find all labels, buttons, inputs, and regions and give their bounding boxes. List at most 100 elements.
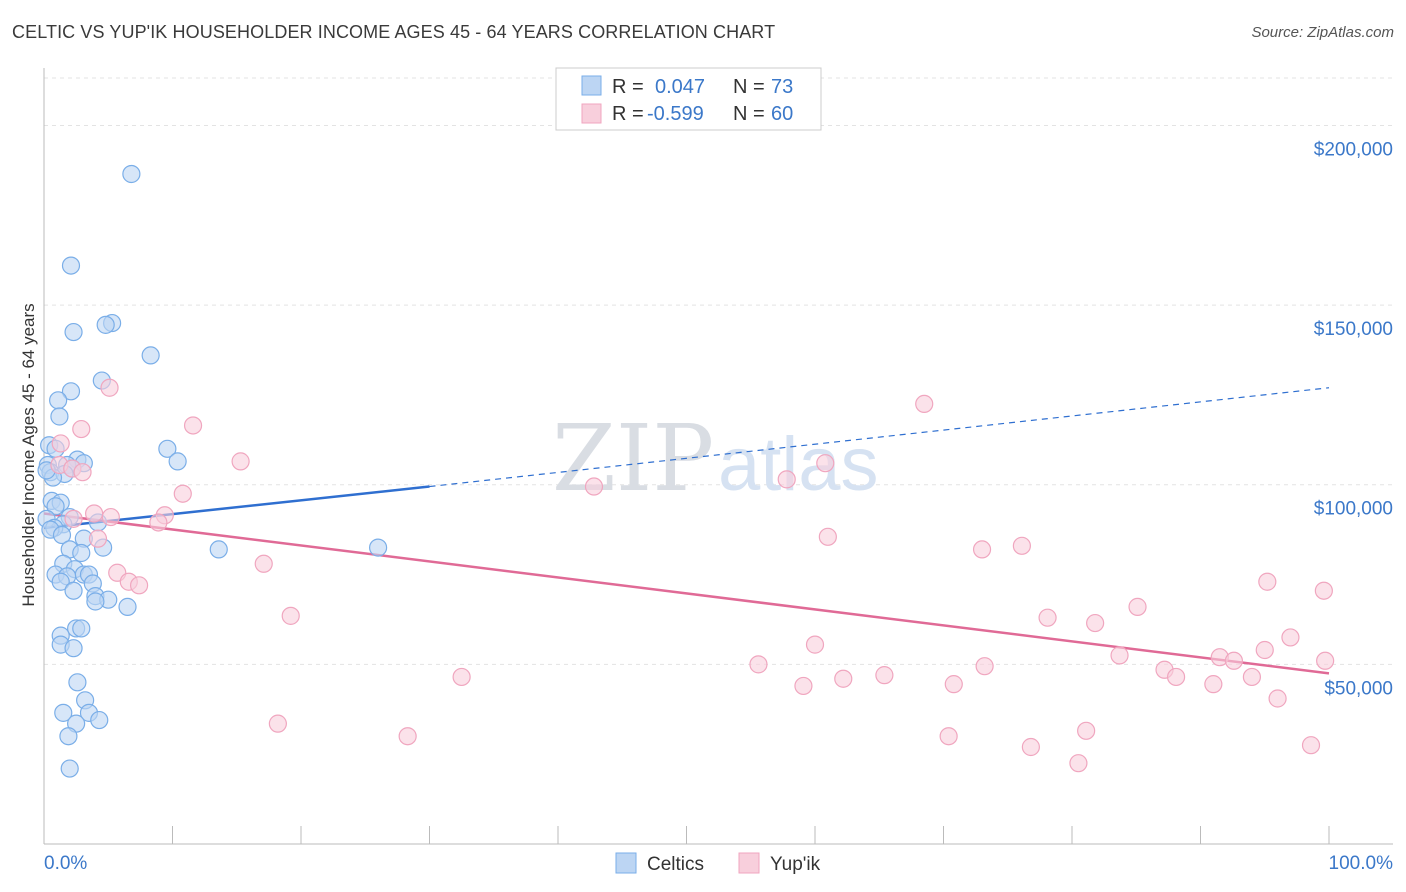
legend-celtics-r-value: 0.047: [655, 76, 705, 98]
point-yupik-29: [281, 606, 300, 625]
point-celtics-7: [61, 382, 81, 401]
point-yupik-4: [51, 434, 70, 453]
point-celtics-53: [72, 619, 91, 638]
legend-yupik-n-value: 60: [771, 103, 793, 125]
point-yupik-43: [875, 666, 894, 685]
point-yupik-13: [85, 504, 104, 523]
legend-yupik-r-value: -0.599: [647, 103, 704, 125]
point-yupik-11: [584, 477, 604, 496]
point-celtics-34: [369, 538, 388, 557]
point-yupik-31: [1038, 608, 1057, 627]
legend-box: R = 0.047 N = 73 R = -0.599 N = 60: [555, 67, 822, 131]
point-celtics-35: [209, 540, 228, 559]
point-celtics-10: [158, 439, 177, 458]
point-yupik-17: [149, 513, 168, 532]
legend-swatch-yupik: [581, 103, 602, 124]
point-yupik-12: [173, 484, 192, 503]
point-celtics-32: [52, 525, 72, 545]
y-tick-label-2: $150,000: [1314, 319, 1393, 340]
point-yupik-25: [129, 576, 149, 595]
point-yupik-46: [1166, 667, 1186, 687]
point-celtics-25: [46, 497, 65, 516]
point-yupik-45: [1242, 667, 1262, 687]
x-tick-label-right: 100.0%: [1329, 853, 1394, 874]
point-yupik-3: [183, 416, 203, 435]
legend-celtics-n-value: 73: [771, 76, 793, 98]
point-yupik-1: [915, 394, 934, 414]
trend-line-celtics-dashed: [429, 387, 1330, 488]
point-celtics-3: [96, 315, 115, 334]
point-yupik-42: [452, 667, 471, 687]
series-legend: Celtics Yup'ik: [615, 852, 821, 875]
point-celtics-4: [64, 322, 83, 342]
point-yupik-16: [64, 509, 83, 528]
point-yupik-35: [1110, 646, 1129, 665]
point-yupik-44: [834, 669, 853, 688]
point-yupik-57: [1069, 754, 1088, 773]
point-celtics-9: [50, 407, 69, 426]
point-celtics-47: [64, 581, 83, 600]
point-yupik-19: [88, 529, 108, 548]
y-tick-label-0: $50,000: [1324, 678, 1393, 699]
source-credit: Source: ZipAtlas.com: [1251, 24, 1394, 41]
legend-swatch-celtics: [581, 75, 602, 96]
legend-celtics-r-label: R =: [612, 76, 644, 98]
point-yupik-21: [972, 540, 992, 559]
point-yupik-47: [794, 676, 813, 696]
x-tick-label-left: 0.0%: [44, 853, 87, 874]
point-yupik-14: [101, 507, 120, 527]
point-celtics-63: [59, 727, 78, 746]
point-yupik-48: [944, 675, 963, 694]
point-yupik-33: [805, 635, 825, 654]
point-yupik-54: [1077, 721, 1096, 740]
point-celtics-38: [72, 543, 91, 563]
point-yupik-34: [1255, 640, 1274, 660]
point-celtics-45: [51, 572, 70, 591]
point-yupik-37: [1224, 651, 1244, 670]
watermark-atlas: atlas: [718, 422, 879, 507]
y-tick-label-1: $100,000: [1314, 499, 1393, 520]
legend-yupik-n-label: N =: [733, 103, 765, 125]
legend-celtics-n-label: N =: [733, 76, 765, 98]
point-celtics-1: [61, 256, 81, 275]
data-points: [37, 164, 1335, 778]
point-celtics-59: [54, 703, 73, 722]
point-yupik-10: [777, 470, 796, 489]
point-celtics-64: [60, 759, 79, 778]
point-yupik-0: [100, 378, 119, 397]
point-celtics-57: [68, 673, 87, 692]
point-yupik-52: [398, 727, 417, 746]
point-yupik-32: [1281, 628, 1300, 647]
trend-line-yupik: [43, 512, 1330, 675]
point-yupik-49: [1204, 675, 1223, 694]
point-celtics-51: [118, 597, 137, 616]
point-yupik-51: [268, 714, 287, 733]
y-tick-label-3: $200,000: [1314, 139, 1393, 160]
point-celtics-61: [90, 710, 109, 730]
y-axis-label: Householder Income Ages 45 - 64 years: [19, 303, 38, 606]
point-yupik-40: [975, 657, 994, 676]
point-yupik-5: [231, 452, 250, 471]
point-yupik-26: [1258, 572, 1277, 591]
point-yupik-22: [254, 554, 273, 573]
series-legend-label-yupik: Yup'ik: [770, 854, 821, 875]
axes: [43, 68, 1393, 845]
series-legend-swatch-celtics: [615, 852, 637, 874]
point-yupik-30: [1086, 613, 1105, 633]
point-yupik-53: [939, 727, 958, 746]
point-yupik-20: [1012, 536, 1031, 555]
watermark: ZIP atlas: [552, 405, 879, 512]
series-legend-swatch-yupik: [738, 852, 760, 874]
point-yupik-50: [1268, 689, 1287, 708]
point-celtics-13: [168, 452, 187, 471]
point-celtics-8: [49, 391, 68, 410]
point-celtics-56: [64, 639, 83, 658]
point-celtics-0: [122, 164, 141, 184]
gridlines: [44, 77, 1393, 665]
point-yupik-18: [818, 527, 837, 546]
point-celtics-50: [86, 592, 105, 611]
point-yupik-2: [72, 419, 91, 439]
point-yupik-55: [1021, 737, 1040, 757]
point-yupik-9: [73, 463, 92, 482]
